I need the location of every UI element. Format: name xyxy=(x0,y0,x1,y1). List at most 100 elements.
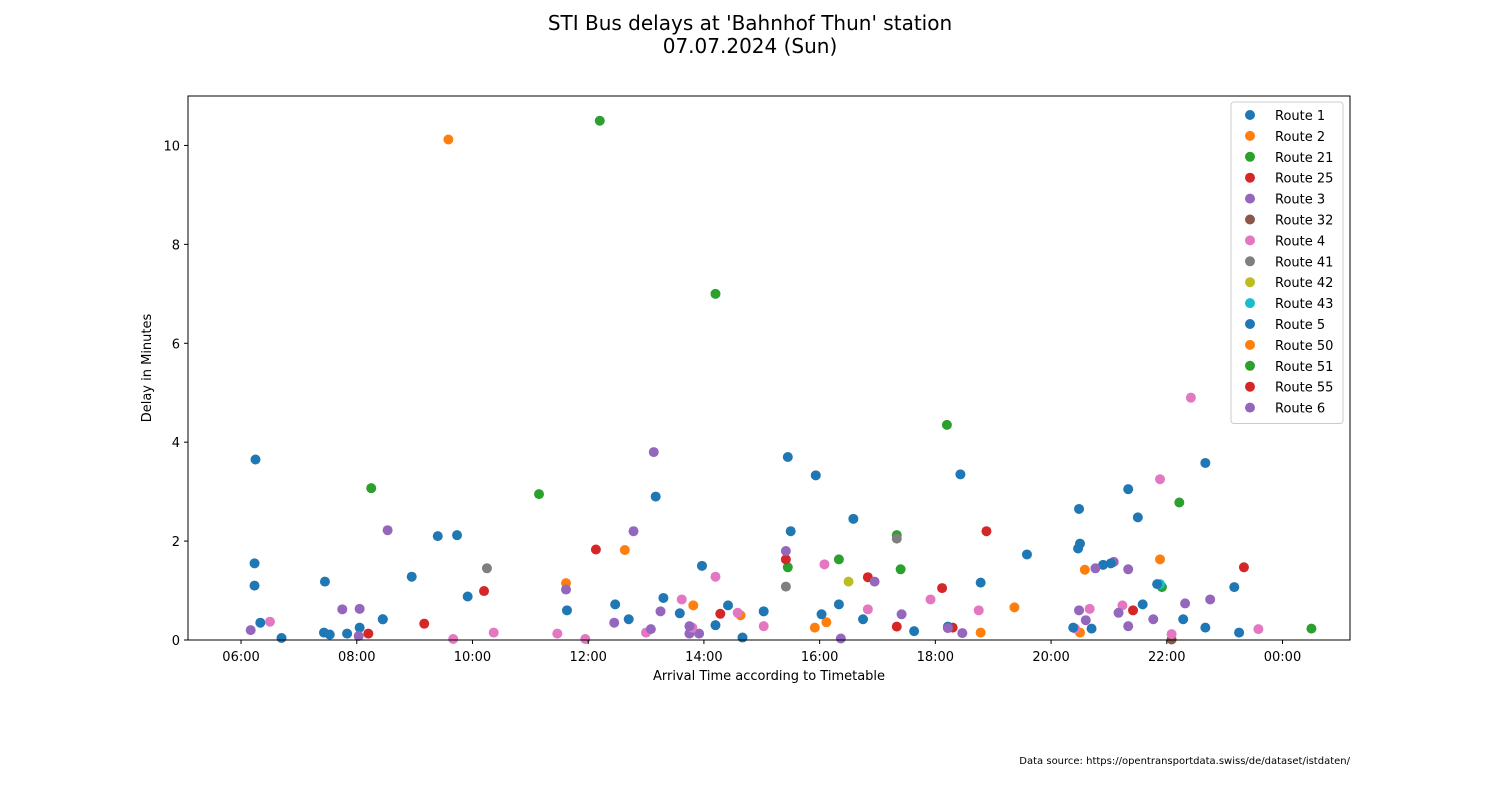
x-tick-label: 20:00 xyxy=(1032,650,1069,665)
data-point xyxy=(1174,497,1185,508)
data-point xyxy=(891,621,902,632)
x-tick-label: 14:00 xyxy=(685,650,722,665)
x-tick-label: 22:00 xyxy=(1148,650,1185,665)
data-point xyxy=(488,627,499,638)
y-axis: 0 2 4 6 8 10 xyxy=(163,139,188,649)
data-point xyxy=(975,627,986,638)
data-point xyxy=(780,545,791,556)
data-point xyxy=(255,617,266,628)
data-point xyxy=(1123,564,1134,575)
data-point xyxy=(1200,622,1211,633)
chart-title-line2: 07.07.2024 (Sun) xyxy=(662,34,838,58)
legend-entry: Route 55 xyxy=(1275,381,1333,396)
data-point xyxy=(443,134,454,145)
data-point xyxy=(715,608,726,619)
data-point xyxy=(816,609,827,620)
data-point xyxy=(810,470,821,481)
data-point xyxy=(353,631,364,642)
data-point xyxy=(684,621,695,632)
data-point xyxy=(955,469,966,480)
data-point xyxy=(610,599,621,610)
data-point xyxy=(1234,627,1245,638)
data-point xyxy=(250,454,261,465)
data-point xyxy=(1253,624,1264,635)
legend-marker xyxy=(1245,277,1255,288)
y-tick-label: 8 xyxy=(172,238,180,253)
chart-title-line1: STI Bus delays at 'Bahnhof Thun' station xyxy=(547,11,953,35)
data-point xyxy=(1148,614,1159,625)
data-point xyxy=(674,608,685,619)
data-point xyxy=(1178,614,1189,625)
legend-entry: Route 5 xyxy=(1275,318,1325,333)
data-point xyxy=(619,544,630,555)
legend-box xyxy=(1230,101,1344,424)
data-point xyxy=(848,513,859,524)
data-point xyxy=(869,576,880,587)
data-point xyxy=(324,629,335,640)
data-point xyxy=(377,614,388,625)
data-point xyxy=(941,419,952,430)
x-axis-label: Arrival Time according to Timetable xyxy=(653,669,885,684)
legend-marker xyxy=(1245,339,1255,350)
legend-entry: Route 1 xyxy=(1275,109,1325,124)
data-point xyxy=(782,562,793,573)
legend-marker xyxy=(1245,360,1255,371)
data-point xyxy=(609,617,620,628)
data-point xyxy=(833,599,844,610)
data-point xyxy=(1086,623,1097,634)
data-point xyxy=(337,604,348,615)
x-axis: 06:00 08:00 10:00 12:00 14:00 16:00 18:00 20:00… xyxy=(222,640,1301,665)
data-point xyxy=(1123,484,1134,495)
data-point xyxy=(650,491,661,502)
data-point xyxy=(819,559,830,570)
data-point xyxy=(594,115,605,126)
data-point xyxy=(1009,602,1020,613)
x-tick-label: 00:00 xyxy=(1264,650,1301,665)
data-point xyxy=(710,620,721,631)
legend-marker xyxy=(1245,214,1255,225)
data-point xyxy=(481,563,492,574)
data-point xyxy=(696,560,707,571)
legend-entry: Route 50 xyxy=(1275,339,1333,354)
legend-entry: Route 43 xyxy=(1275,297,1333,312)
data-point xyxy=(1068,622,1079,633)
legend-entry: Route 41 xyxy=(1275,255,1333,270)
data-point xyxy=(710,571,721,582)
legend-entry: Route 3 xyxy=(1275,193,1325,208)
data-point xyxy=(1074,538,1085,549)
data-point xyxy=(561,584,572,595)
data-point xyxy=(942,623,953,634)
data-point xyxy=(782,452,793,463)
legend-entry: Route 4 xyxy=(1275,234,1325,249)
data-point xyxy=(580,634,591,645)
data-point xyxy=(723,600,734,611)
scatter-marks xyxy=(245,115,1317,645)
data-point xyxy=(648,447,659,458)
data-point xyxy=(1229,582,1240,593)
data-point xyxy=(354,622,365,633)
x-tick-label: 16:00 xyxy=(801,650,838,665)
data-point xyxy=(909,626,920,637)
y-tick-label: 2 xyxy=(172,535,180,550)
data-point xyxy=(1155,554,1166,565)
data-point xyxy=(1117,600,1128,611)
legend-marker xyxy=(1245,402,1255,413)
data-point xyxy=(891,533,902,544)
legend-marker xyxy=(1245,256,1255,267)
data-point xyxy=(432,531,443,542)
data-point xyxy=(276,633,287,644)
data-point xyxy=(1084,603,1095,614)
data-point xyxy=(895,564,906,575)
legend-entry: Route 25 xyxy=(1275,172,1333,187)
data-point xyxy=(1137,599,1148,610)
data-point xyxy=(249,558,260,569)
data-point xyxy=(245,625,256,636)
data-point xyxy=(694,628,705,639)
x-tick-label: 10:00 xyxy=(454,650,491,665)
legend-marker xyxy=(1245,110,1255,120)
data-point xyxy=(1098,559,1109,570)
data-point xyxy=(366,483,377,494)
data-point xyxy=(737,632,748,643)
data-point xyxy=(658,592,669,603)
